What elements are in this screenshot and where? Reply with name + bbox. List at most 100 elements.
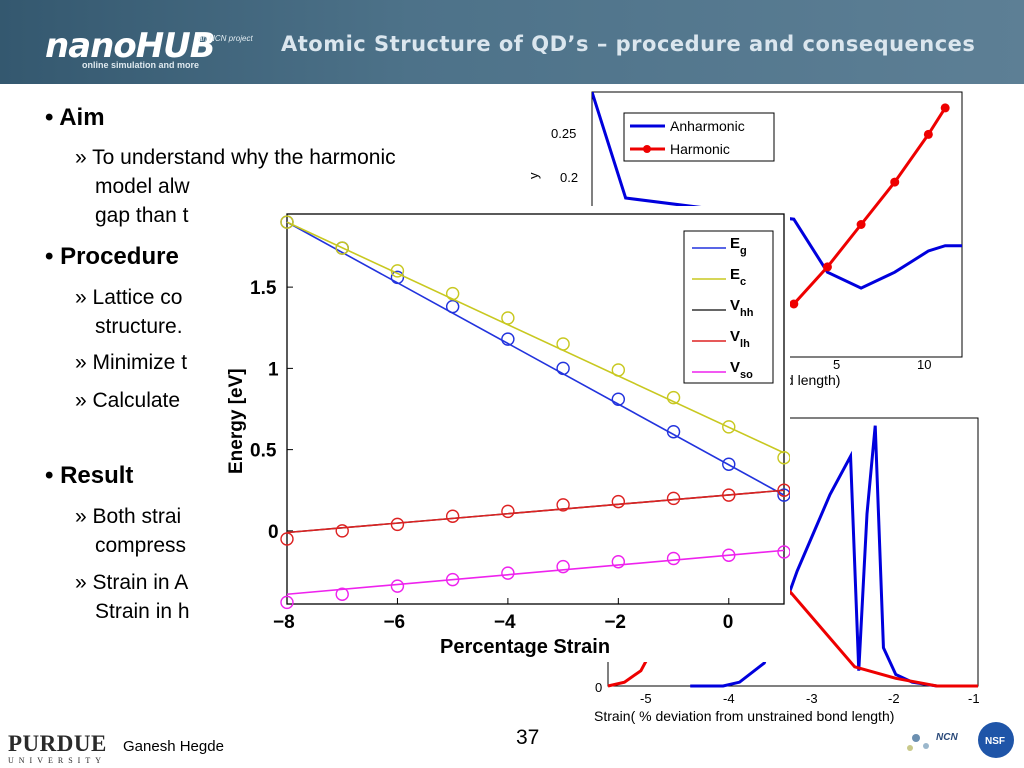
data-point	[777, 451, 790, 465]
data-point	[722, 457, 736, 471]
x-tick-label: -1	[968, 691, 980, 706]
sub-bullet: » Lattice co	[75, 286, 183, 309]
legend-box	[623, 112, 775, 162]
bullet-result-text: Result	[60, 462, 134, 489]
data-point	[501, 332, 515, 346]
y-tick-label: 0.5	[250, 441, 277, 462]
data-point	[556, 337, 570, 351]
data-point	[390, 579, 405, 593]
sub-bullet-text: Strain in A	[92, 571, 189, 594]
data-point	[890, 177, 900, 187]
data-point	[611, 392, 626, 406]
sub-bullet: » Both strai	[75, 505, 182, 528]
data-point	[789, 299, 799, 309]
y-tick-label: 0.25	[551, 126, 576, 141]
legend-label: Anharmonic	[670, 118, 745, 134]
x-tick-label: 10	[917, 357, 931, 372]
y-tick-label: 0	[268, 522, 279, 543]
sub-bullet-text: compress	[95, 534, 187, 557]
x-tick-label: −6	[383, 612, 405, 633]
legend-box	[683, 230, 774, 384]
data-point	[856, 220, 866, 229]
data-point	[777, 488, 790, 502]
sub-bullet-text: Strain in h	[95, 600, 190, 623]
sub-bullet-text: Lattice co	[92, 286, 183, 309]
data-point	[390, 270, 405, 285]
sub-bullet: » Minimize t	[75, 351, 188, 374]
data-point	[445, 286, 460, 301]
sub-bullet: gap than t	[95, 201, 188, 230]
legend-label: Harmonic	[670, 141, 730, 157]
nsf-logo-icon	[978, 722, 1014, 758]
sub-bullet: » Calculate	[75, 389, 181, 412]
x-tick-label: -5	[640, 691, 652, 706]
data-point	[445, 299, 460, 314]
bullet-aim: • Aim	[45, 104, 105, 131]
nanohub-tagline: online simulation and more	[82, 60, 200, 70]
nsf-logo: NSF	[985, 736, 1005, 747]
data-point	[611, 555, 626, 569]
series-line-ec	[286, 221, 785, 454]
data-point	[556, 361, 570, 376]
data-point	[390, 517, 405, 532]
y-tick-label: 0	[595, 680, 602, 695]
data-point	[335, 241, 349, 255]
data-point	[611, 494, 626, 509]
ncn-logo: NCN	[936, 732, 958, 743]
sub-bullet-text: Both strai	[92, 505, 182, 528]
data-point	[722, 548, 736, 562]
data-point	[666, 551, 681, 566]
data-point	[666, 425, 681, 439]
sub-bullet: compress	[95, 531, 186, 560]
bullet-procedure-text: Procedure	[60, 243, 179, 270]
presenter-name: Ganesh Hegde	[123, 738, 224, 755]
x-tick-label: 5	[833, 357, 840, 372]
legend-marker-harmonic	[643, 145, 651, 153]
nanohub-logo: nanoHUB	[45, 26, 216, 66]
molecule-icon	[923, 743, 929, 749]
sub-bullet-text: structure.	[95, 315, 183, 338]
sub-bullet: Strain in h	[95, 597, 190, 626]
series-line-eg	[286, 221, 785, 496]
sub-bullet-text: Minimize t	[92, 351, 188, 374]
data-point	[777, 483, 790, 497]
data-point	[666, 390, 681, 405]
data-point	[280, 595, 294, 610]
bullet-result: • Result	[45, 462, 134, 489]
header-banner: nanoHUB online simulation and more an NC…	[0, 0, 1024, 84]
data-point	[777, 545, 790, 559]
data-point	[445, 572, 460, 587]
data-point	[335, 524, 349, 538]
y-tick-label: 0.2	[560, 170, 578, 185]
sub-bullet-text: Calculate	[92, 389, 181, 412]
x-tick-label: -3	[806, 691, 818, 706]
molecule-icon	[912, 734, 920, 742]
x-tick-label: −4	[494, 612, 516, 633]
data-point	[722, 488, 736, 502]
data-point	[556, 498, 570, 512]
series-line-vso	[286, 549, 785, 596]
sub-bullet: structure.	[95, 312, 183, 341]
series-line-harmonic	[792, 107, 947, 306]
x-tick-label: −2	[604, 612, 626, 633]
page-number: 37	[516, 726, 540, 749]
x-tick-label: -4	[723, 691, 735, 706]
data-point	[501, 566, 515, 580]
x-tick-label: −8	[273, 612, 295, 633]
sub-bullet: » Strain in A	[75, 571, 189, 594]
y-axis-label: y	[526, 172, 541, 179]
data-point	[280, 532, 294, 546]
x-tick-label: -2	[888, 691, 900, 706]
data-point	[940, 103, 950, 113]
data-point	[390, 264, 405, 278]
data-point	[611, 363, 626, 377]
data-point	[280, 215, 294, 229]
data-point	[335, 587, 349, 601]
bullet-procedure: • Procedure	[45, 243, 179, 270]
data-point	[722, 420, 736, 434]
ncn-project-tag: an NCN project	[198, 34, 253, 43]
data-point	[501, 504, 515, 519]
data-point	[666, 491, 681, 506]
data-point	[501, 311, 515, 325]
